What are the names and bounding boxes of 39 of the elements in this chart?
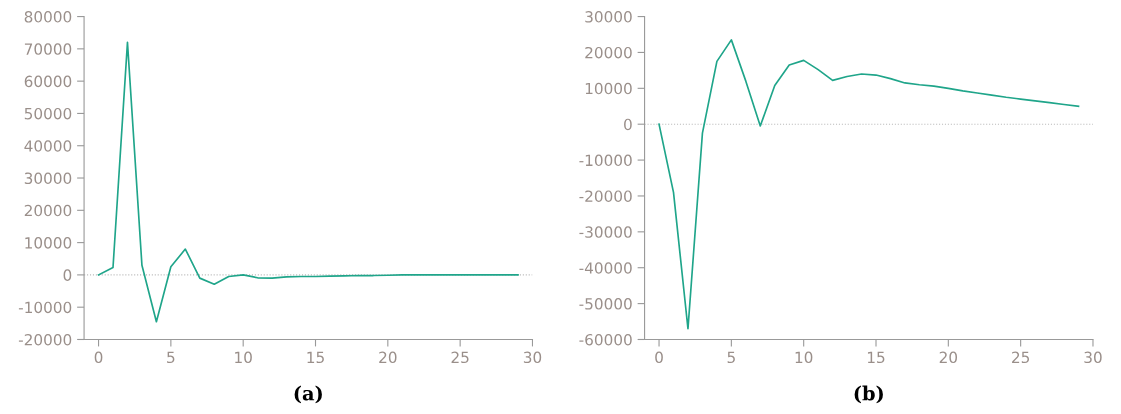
y-tick-label: 70000 [24, 43, 72, 55]
x-tick-label: 15 [867, 351, 885, 364]
y-tick-label: -60000 [579, 333, 632, 346]
x-tick-label: 15 [307, 351, 324, 364]
y-tick-label: 40000 [24, 140, 72, 152]
y-tick-label: 50000 [24, 107, 72, 120]
y-tick-label: -10000 [18, 301, 72, 314]
y-tick-label: -30000 [579, 226, 632, 238]
y-tick-label: -50000 [579, 298, 632, 310]
x-axis-title: (b) [854, 385, 883, 404]
y-tick-label: -20000 [18, 333, 72, 346]
x-tick-label: 20 [939, 351, 958, 364]
x-tick-label: 0 [655, 351, 663, 364]
x-tick-label: 30 [1084, 351, 1102, 364]
x-tick-label: 20 [379, 351, 397, 364]
y-tick-label: 0 [63, 269, 72, 281]
x-tick-label: 25 [1012, 351, 1030, 364]
x-tick-label: 0 [94, 351, 103, 364]
y-tick-label: 20000 [585, 46, 632, 59]
y-tick-label: 80000 [24, 11, 72, 23]
x-tick-label: 5 [167, 351, 175, 364]
line-series [97, 41, 519, 323]
y-tick-label: 30000 [24, 172, 72, 185]
y-tick-label: -10000 [579, 154, 632, 167]
y-tick-label: 20000 [24, 204, 72, 217]
line-series [658, 39, 1080, 330]
y-tick-label: 0 [624, 118, 632, 131]
y-tick-label: -40000 [579, 262, 632, 274]
x-tick-label: 25 [451, 351, 469, 364]
y-tick-label: 10000 [25, 237, 72, 249]
x-tick-label: 10 [235, 351, 252, 364]
y-tick-label: -20000 [579, 190, 632, 202]
x-tick-label: 5 [727, 351, 735, 364]
y-tick-label: 10000 [585, 82, 632, 95]
x-axis-title: (a) [294, 385, 322, 404]
x-tick-label: 10 [795, 351, 813, 364]
y-tick-label: 60000 [24, 75, 72, 88]
y-tick-label: 30000 [585, 11, 632, 23]
x-tick-label: 30 [523, 351, 542, 364]
